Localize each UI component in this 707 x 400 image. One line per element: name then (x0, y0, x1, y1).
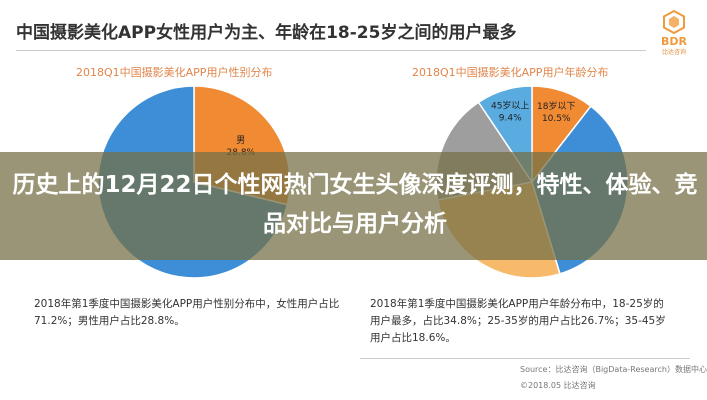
logo-subtext: 比达咨询 (661, 49, 686, 56)
title-divider (16, 50, 646, 51)
gender-chart-title: 2018Q1中国摄影美化APP用户性别分布 (76, 66, 273, 79)
age-chart-caption: 2018年第1季度中国摄影美化APP用户年龄分布中，18-25岁的用户最多，占比… (370, 298, 666, 344)
age-chart-title: 2018Q1中国摄影美化APP用户年龄分布 (412, 66, 609, 79)
source-note: Source：比达咨询（BigData-Research）数据中心 (520, 365, 707, 374)
article-headline: 历史上的12月22日个性网热门女生头像深度评测，特性、体验、竞品对比与用户分析 (12, 172, 698, 237)
slice-name-label-0: 18岁以下 (537, 100, 575, 112)
gender-chart-caption: 2018年第1季度中国摄影美化APP用户性别分布中，女性用户占比71.2%；男性… (34, 298, 340, 327)
source-divider (360, 358, 690, 359)
hexagon-logo-icon (663, 10, 685, 34)
slice-name-label-1: 45岁以上 (491, 99, 529, 111)
bdr-logo: BDR 比达咨询 (653, 10, 695, 56)
copyright-note: ©2018.05 比达咨询 (520, 381, 596, 390)
logo-text: BDR (661, 35, 687, 48)
slice-pct-label-0: 10.5% (542, 114, 571, 124)
slice-name-label-0: 男 (236, 135, 245, 146)
slice-pct-label-1: 9.4% (499, 113, 522, 123)
headline-banner: 历史上的12月22日个性网热门女生头像深度评测，特性、体验、竞品对比与用户分析 (0, 152, 707, 260)
page-title: 中国摄影美化APP女性用户为主、年龄在18-25岁之间的用户最多 (16, 23, 517, 43)
